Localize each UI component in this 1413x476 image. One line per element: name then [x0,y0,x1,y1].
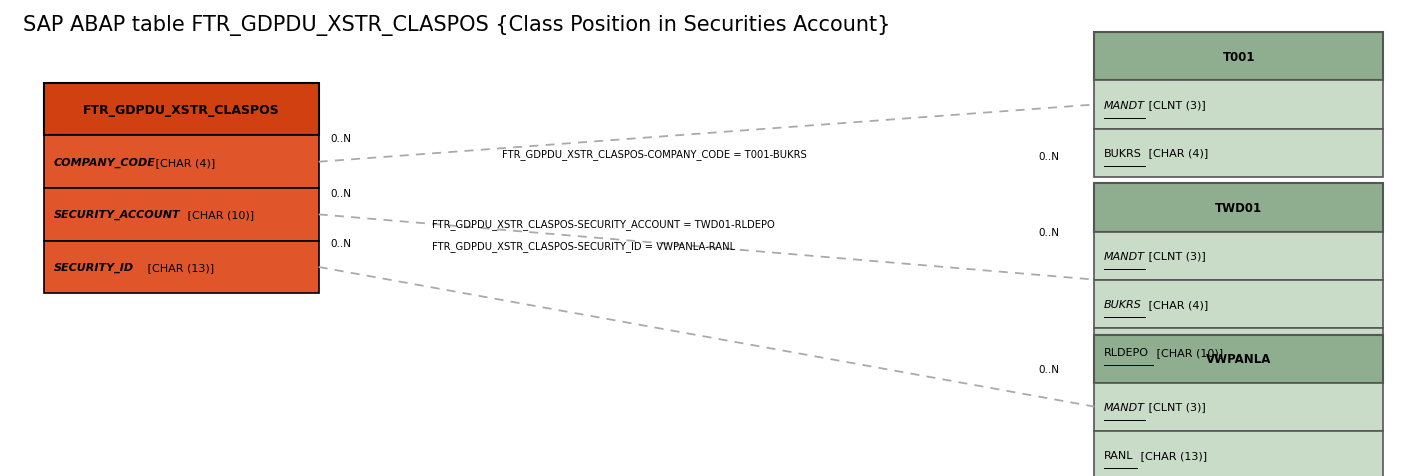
Text: FTR_GDPDU_XSTR_CLASPOS: FTR_GDPDU_XSTR_CLASPOS [83,103,280,116]
Text: [CLNT (3)]: [CLNT (3)] [1145,100,1205,110]
Text: [CHAR (4)]: [CHAR (4)] [1145,299,1208,309]
Text: SECURITY_ACCOUNT: SECURITY_ACCOUNT [54,210,181,220]
Text: BUKRS: BUKRS [1104,148,1142,158]
Text: RANL: RANL [1104,450,1133,460]
Text: MANDT: MANDT [1104,100,1145,110]
Text: 0..N: 0..N [1039,227,1058,237]
FancyBboxPatch shape [1094,383,1383,431]
Text: VWPANLA: VWPANLA [1207,352,1272,365]
Text: 0..N: 0..N [1039,364,1058,374]
Text: FTR_GDPDU_XSTR_CLASPOS-SECURITY_ACCOUNT = TWD01-RLDEPO: FTR_GDPDU_XSTR_CLASPOS-SECURITY_ACCOUNT … [431,218,774,229]
FancyBboxPatch shape [1094,81,1383,129]
Text: T001: T001 [1222,51,1255,64]
Text: FTR_GDPDU_XSTR_CLASPOS-SECURITY_ID = VWPANLA-RANL: FTR_GDPDU_XSTR_CLASPOS-SECURITY_ID = VWP… [431,240,735,251]
Text: [CLNT (3)]: [CLNT (3)] [1145,402,1205,412]
Text: [CHAR (4)]: [CHAR (4)] [1145,148,1208,158]
FancyBboxPatch shape [44,84,319,136]
FancyBboxPatch shape [1094,431,1383,476]
Text: MANDT: MANDT [1104,402,1145,412]
Text: RLDEPO: RLDEPO [1104,347,1149,357]
FancyBboxPatch shape [1094,328,1383,376]
Text: [CHAR (13)]: [CHAR (13)] [144,262,213,272]
Text: 0..N: 0..N [331,188,350,198]
Text: TWD01: TWD01 [1215,201,1262,215]
Text: [CHAR (4)]: [CHAR (4)] [151,158,215,168]
FancyBboxPatch shape [1094,184,1383,232]
FancyBboxPatch shape [1094,232,1383,280]
FancyBboxPatch shape [1094,335,1383,383]
Text: 0..N: 0..N [331,238,350,248]
Text: MANDT: MANDT [1104,251,1145,261]
FancyBboxPatch shape [1094,129,1383,177]
FancyBboxPatch shape [1094,280,1383,328]
FancyBboxPatch shape [44,241,319,294]
Text: SECURITY_ID: SECURITY_ID [54,262,134,273]
Text: 0..N: 0..N [331,133,350,143]
Text: COMPANY_CODE: COMPANY_CODE [54,157,155,168]
FancyBboxPatch shape [44,136,319,188]
Text: 0..N: 0..N [1039,152,1058,162]
FancyBboxPatch shape [1094,33,1383,81]
Text: [CHAR (13)]: [CHAR (13)] [1137,450,1207,460]
Text: [CHAR (10)]: [CHAR (10)] [185,210,254,220]
Text: BUKRS: BUKRS [1104,299,1142,309]
FancyBboxPatch shape [44,188,319,241]
Text: SAP ABAP table FTR_GDPDU_XSTR_CLASPOS {Class Position in Securities Account}: SAP ABAP table FTR_GDPDU_XSTR_CLASPOS {C… [23,15,890,36]
Text: [CHAR (10)]: [CHAR (10)] [1153,347,1224,357]
Text: FTR_GDPDU_XSTR_CLASPOS-COMPANY_CODE = T001-BUKRS: FTR_GDPDU_XSTR_CLASPOS-COMPANY_CODE = T0… [502,149,807,160]
Text: [CLNT (3)]: [CLNT (3)] [1145,251,1205,261]
